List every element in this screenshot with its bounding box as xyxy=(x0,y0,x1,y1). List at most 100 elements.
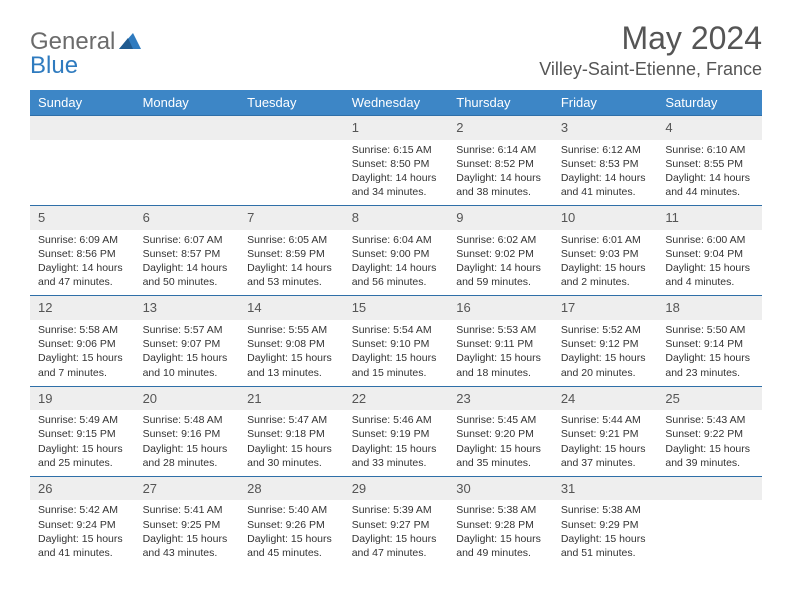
calendar-day-cell: 27Sunrise: 5:41 AMSunset: 9:25 PMDayligh… xyxy=(135,476,240,566)
day-number: 26 xyxy=(30,477,135,501)
sunrise-text: Sunrise: 5:45 AM xyxy=(456,413,545,427)
daylight-text-1: Daylight: 14 hours xyxy=(352,261,441,275)
calendar-week-row: 5Sunrise: 6:09 AMSunset: 8:56 PMDaylight… xyxy=(30,206,762,296)
daylight-text-2: and 45 minutes. xyxy=(247,546,336,560)
daylight-text-2: and 34 minutes. xyxy=(352,185,441,199)
day-number: 25 xyxy=(657,387,762,411)
calendar-day-cell xyxy=(657,476,762,566)
day-number: 27 xyxy=(135,477,240,501)
daylight-text-1: Daylight: 15 hours xyxy=(456,532,545,546)
sunset-text: Sunset: 9:16 PM xyxy=(143,427,232,441)
daylight-text-1: Daylight: 15 hours xyxy=(665,351,754,365)
sunrise-text: Sunrise: 5:50 AM xyxy=(665,323,754,337)
sunrise-text: Sunrise: 5:42 AM xyxy=(38,503,127,517)
calendar-day-cell: 4Sunrise: 6:10 AMSunset: 8:55 PMDaylight… xyxy=(657,116,762,206)
calendar-day-cell: 1Sunrise: 6:15 AMSunset: 8:50 PMDaylight… xyxy=(344,116,449,206)
logo-triangle-icon xyxy=(119,31,141,54)
calendar-day-cell: 18Sunrise: 5:50 AMSunset: 9:14 PMDayligh… xyxy=(657,296,762,386)
sunrise-text: Sunrise: 5:57 AM xyxy=(143,323,232,337)
calendar-day-cell: 13Sunrise: 5:57 AMSunset: 9:07 PMDayligh… xyxy=(135,296,240,386)
sunset-text: Sunset: 9:03 PM xyxy=(561,247,650,261)
calendar-day-cell: 15Sunrise: 5:54 AMSunset: 9:10 PMDayligh… xyxy=(344,296,449,386)
daylight-text-1: Daylight: 15 hours xyxy=(561,351,650,365)
daylight-text-2: and 41 minutes. xyxy=(561,185,650,199)
daylight-text-2: and 50 minutes. xyxy=(143,275,232,289)
sunrise-text: Sunrise: 5:58 AM xyxy=(38,323,127,337)
calendar-week-row: 1Sunrise: 6:15 AMSunset: 8:50 PMDaylight… xyxy=(30,116,762,206)
daylight-text-1: Daylight: 15 hours xyxy=(247,351,336,365)
day-number xyxy=(30,116,135,140)
daylight-text-2: and 18 minutes. xyxy=(456,366,545,380)
calendar-week-row: 12Sunrise: 5:58 AMSunset: 9:06 PMDayligh… xyxy=(30,296,762,386)
calendar-day-cell: 8Sunrise: 6:04 AMSunset: 9:00 PMDaylight… xyxy=(344,206,449,296)
sunrise-text: Sunrise: 5:43 AM xyxy=(665,413,754,427)
sunset-text: Sunset: 9:08 PM xyxy=(247,337,336,351)
calendar-day-cell: 10Sunrise: 6:01 AMSunset: 9:03 PMDayligh… xyxy=(553,206,658,296)
daylight-text-1: Daylight: 14 hours xyxy=(143,261,232,275)
weekday-header: Wednesday xyxy=(344,90,449,116)
daylight-text-2: and 20 minutes. xyxy=(561,366,650,380)
daylight-text-1: Daylight: 14 hours xyxy=(561,171,650,185)
day-number: 6 xyxy=(135,206,240,230)
daylight-text-1: Daylight: 15 hours xyxy=(456,442,545,456)
daylight-text-1: Daylight: 15 hours xyxy=(247,532,336,546)
daylight-text-2: and 51 minutes. xyxy=(561,546,650,560)
day-number: 22 xyxy=(344,387,449,411)
day-number xyxy=(657,477,762,501)
daylight-text-2: and 44 minutes. xyxy=(665,185,754,199)
sunrise-text: Sunrise: 6:04 AM xyxy=(352,233,441,247)
day-number: 24 xyxy=(553,387,658,411)
sunrise-text: Sunrise: 5:41 AM xyxy=(143,503,232,517)
daylight-text-1: Daylight: 14 hours xyxy=(247,261,336,275)
sunrise-text: Sunrise: 5:52 AM xyxy=(561,323,650,337)
calendar-day-cell: 5Sunrise: 6:09 AMSunset: 8:56 PMDaylight… xyxy=(30,206,135,296)
sunrise-text: Sunrise: 5:46 AM xyxy=(352,413,441,427)
calendar-day-cell: 31Sunrise: 5:38 AMSunset: 9:29 PMDayligh… xyxy=(553,476,658,566)
sunset-text: Sunset: 9:11 PM xyxy=(456,337,545,351)
daylight-text-2: and 23 minutes. xyxy=(665,366,754,380)
weekday-header: Friday xyxy=(553,90,658,116)
weekday-header: Tuesday xyxy=(239,90,344,116)
sunrise-text: Sunrise: 5:38 AM xyxy=(561,503,650,517)
location-label: Villey-Saint-Etienne, France xyxy=(539,59,762,80)
day-number: 21 xyxy=(239,387,344,411)
day-number: 31 xyxy=(553,477,658,501)
logo-text-blue: Blue xyxy=(30,52,78,79)
sunrise-text: Sunrise: 6:15 AM xyxy=(352,143,441,157)
daylight-text-2: and 33 minutes. xyxy=(352,456,441,470)
sunset-text: Sunset: 9:24 PM xyxy=(38,518,127,532)
calendar-week-row: 19Sunrise: 5:49 AMSunset: 9:15 PMDayligh… xyxy=(30,386,762,476)
calendar-table: Sunday Monday Tuesday Wednesday Thursday… xyxy=(30,90,762,566)
sunrise-text: Sunrise: 6:10 AM xyxy=(665,143,754,157)
daylight-text-2: and 37 minutes. xyxy=(561,456,650,470)
sunrise-text: Sunrise: 5:55 AM xyxy=(247,323,336,337)
daylight-text-2: and 15 minutes. xyxy=(352,366,441,380)
calendar-day-cell: 30Sunrise: 5:38 AMSunset: 9:28 PMDayligh… xyxy=(448,476,553,566)
daylight-text-1: Daylight: 15 hours xyxy=(247,442,336,456)
sunset-text: Sunset: 9:29 PM xyxy=(561,518,650,532)
sunset-text: Sunset: 9:27 PM xyxy=(352,518,441,532)
sunset-text: Sunset: 8:59 PM xyxy=(247,247,336,261)
sunrise-text: Sunrise: 5:47 AM xyxy=(247,413,336,427)
sunset-text: Sunset: 9:12 PM xyxy=(561,337,650,351)
daylight-text-2: and 28 minutes. xyxy=(143,456,232,470)
sunset-text: Sunset: 8:53 PM xyxy=(561,157,650,171)
day-number: 11 xyxy=(657,206,762,230)
day-number: 30 xyxy=(448,477,553,501)
sunrise-text: Sunrise: 5:54 AM xyxy=(352,323,441,337)
day-number: 7 xyxy=(239,206,344,230)
daylight-text-1: Daylight: 14 hours xyxy=(38,261,127,275)
calendar-day-cell: 6Sunrise: 6:07 AMSunset: 8:57 PMDaylight… xyxy=(135,206,240,296)
day-number: 1 xyxy=(344,116,449,140)
sunset-text: Sunset: 8:52 PM xyxy=(456,157,545,171)
daylight-text-1: Daylight: 15 hours xyxy=(38,532,127,546)
sunset-text: Sunset: 8:56 PM xyxy=(38,247,127,261)
daylight-text-2: and 53 minutes. xyxy=(247,275,336,289)
day-number: 23 xyxy=(448,387,553,411)
daylight-text-1: Daylight: 14 hours xyxy=(665,171,754,185)
daylight-text-2: and 59 minutes. xyxy=(456,275,545,289)
daylight-text-1: Daylight: 15 hours xyxy=(143,442,232,456)
sunset-text: Sunset: 9:06 PM xyxy=(38,337,127,351)
daylight-text-2: and 4 minutes. xyxy=(665,275,754,289)
sunrise-text: Sunrise: 6:12 AM xyxy=(561,143,650,157)
